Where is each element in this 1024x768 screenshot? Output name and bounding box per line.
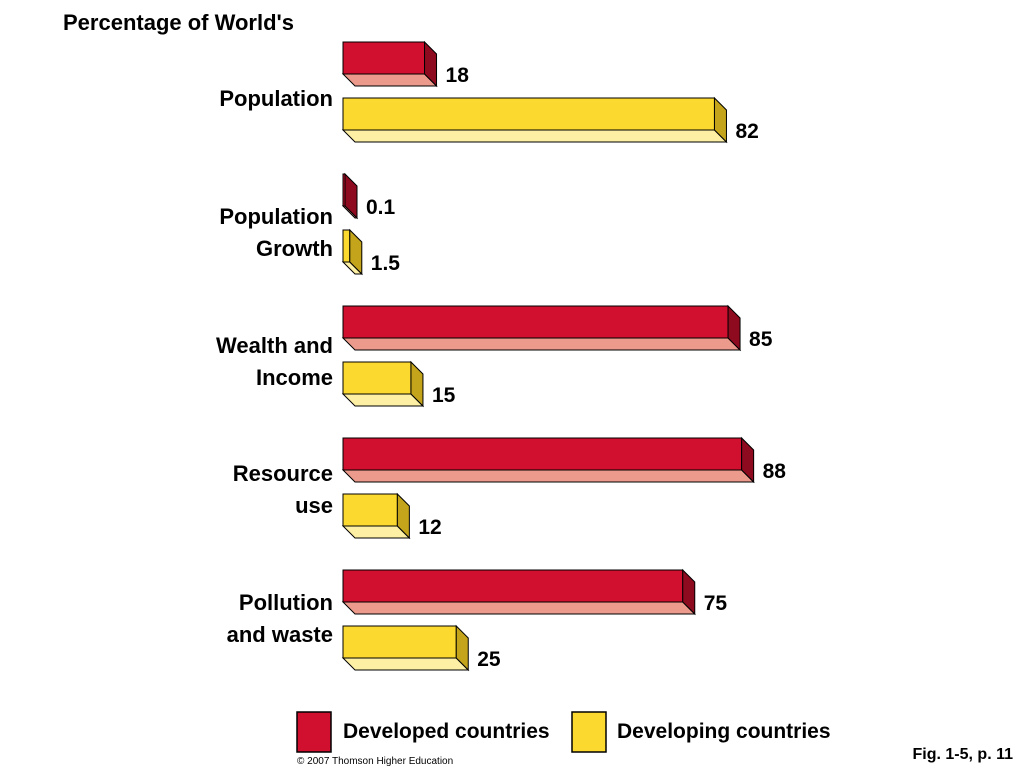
bar-developed-3-side (741, 436, 755, 484)
bar-developing-1-side (349, 228, 363, 276)
bar-developed-1 (341, 172, 359, 220)
bar-developing-2-bottom (341, 393, 425, 407)
bar-developing-2 (341, 360, 425, 408)
bar-developing-3-side (396, 492, 410, 540)
bar-developing-1 (341, 228, 364, 276)
bar-developed-4 (341, 568, 696, 616)
bar-developing-0-bottom (341, 129, 728, 143)
legend-label-developing: Developing countries (617, 720, 831, 743)
value-label-developing-4: 25 (477, 648, 501, 671)
bar-developed-2-side (727, 304, 741, 352)
category-label-3-0: Resource (233, 461, 333, 486)
bar-developed-1-side (344, 172, 358, 220)
category-label-2-0: Wealth and (216, 333, 333, 358)
legend-swatch-developing (571, 711, 607, 753)
chart-title: Percentage of World's (63, 10, 294, 35)
value-label-developed-2: 85 (749, 328, 773, 351)
bar-developed-0-side (424, 40, 438, 88)
bar-developing-4-front (342, 625, 457, 659)
bar-developing-4-bottom (341, 657, 470, 671)
legend-swatch-developed (296, 711, 332, 753)
category-label-2-1: Income (256, 365, 333, 390)
bar-developing-0-side (713, 96, 727, 144)
legend-label-developed: Developed countries (343, 720, 550, 743)
value-label-developed-0: 18 (446, 64, 470, 87)
value-label-developing-3: 12 (418, 516, 441, 539)
bar-developed-2-bottom (341, 337, 742, 351)
category-label-1-1: Growth (256, 236, 333, 261)
bar-developed-0-front (342, 41, 426, 75)
bar-developed-0 (341, 40, 438, 88)
bar-developing-2-front (342, 361, 412, 395)
bar-developing-3-front (342, 493, 398, 527)
value-label-developed-4: 75 (704, 592, 728, 615)
bar-developed-4-bottom (341, 601, 696, 615)
category-label-3-1: use (295, 493, 333, 518)
bar-developing-4-side (455, 624, 469, 672)
value-label-developed-3: 88 (763, 460, 787, 483)
bar-developed-4-front (342, 569, 684, 603)
copyright-notice: © 2007 Thomson Higher Education (297, 756, 453, 767)
bar-developed-0-bottom (341, 73, 438, 87)
bar-developed-2-front (342, 305, 729, 339)
bar-developing-2-side (410, 360, 424, 408)
bar-developing-1-front (342, 229, 351, 263)
value-label-developed-1: 0.1 (366, 196, 396, 219)
value-label-developing-1: 1.5 (371, 252, 401, 275)
bar-developed-2 (341, 304, 742, 352)
bar-developed-3 (341, 436, 755, 484)
bar-developed-4-side (682, 568, 696, 616)
value-label-developing-2: 15 (432, 384, 456, 407)
bar-developing-4 (341, 624, 470, 672)
category-label-4-0: Pollution (239, 590, 333, 615)
bar-developing-3 (341, 492, 411, 540)
bars-layer: 18 0.1 85 88 75 82 1.5 15 12 25 Population Populati… (216, 40, 787, 672)
bar-developing-0 (341, 96, 728, 144)
value-label-developing-0: 82 (735, 120, 758, 143)
bar-developed-3-bottom (341, 469, 755, 483)
bar-developed-3-front (342, 437, 743, 471)
bar-developing-0-front (342, 97, 715, 131)
legend: Developed countries Developing countries (296, 711, 831, 753)
category-label-4-1: and waste (227, 622, 333, 647)
category-label-0-0: Population (219, 86, 333, 111)
figure-reference: Fig. 1-5, p. 11 (913, 746, 1014, 763)
category-label-1-0: Population (219, 204, 333, 229)
